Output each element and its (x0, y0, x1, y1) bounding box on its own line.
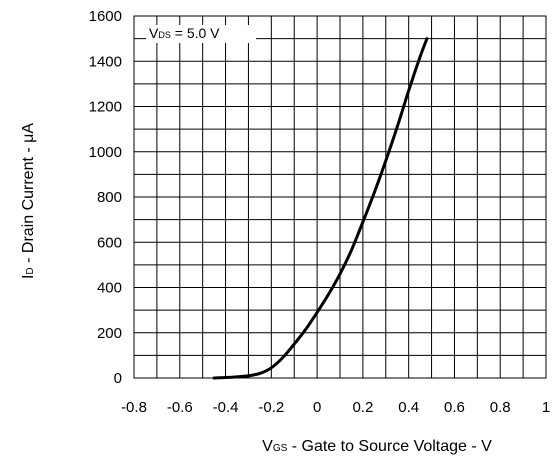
y-axis-label-sub: D (25, 267, 36, 274)
x-tick-label: 0.6 (444, 399, 465, 416)
x-axis-label-rest: - Gate to Source Voltage - V (287, 438, 492, 455)
x-tick-label: 0.8 (490, 399, 511, 416)
y-tick-label: 200 (97, 325, 122, 342)
x-tick-label: 0 (313, 399, 321, 416)
y-tick-label: 1400 (89, 53, 122, 70)
x-tick-label: -0.4 (213, 399, 239, 416)
y-tick-labels: 0 200 400 600 800 1000 1200 1400 1600 (89, 8, 122, 387)
y-axis-label: ID - Drain Current - μA (20, 123, 37, 279)
x-axis-label: VGS - Gate to Source Voltage - V (262, 438, 492, 455)
y-tick-label: 600 (97, 234, 122, 251)
y-tick-label: 1000 (89, 144, 122, 161)
x-tick-label: 0.2 (352, 399, 373, 416)
vds-annotation-text: VDS = 5.0 V (149, 25, 220, 41)
x-tick-label: 0.4 (398, 399, 419, 416)
vds-annotation-sub: DS (158, 30, 171, 40)
x-tick-label: 1 (542, 399, 550, 416)
grid (134, 16, 546, 378)
x-axis-label-sub: GS (273, 443, 288, 454)
y-axis-label-main: I (20, 275, 37, 279)
y-tick-label: 400 (97, 280, 122, 297)
vds-annotation-main: V (149, 25, 159, 41)
y-tick-label: 800 (97, 189, 122, 206)
vds-annotation: VDS = 5.0 V (146, 25, 256, 43)
plot-frame (133, 15, 547, 379)
drain-current-curve (212, 37, 429, 380)
x-tick-label: -0.8 (121, 399, 147, 416)
x-tick-labels: -0.8 -0.6 -0.4 -0.2 0 0.2 0.4 0.6 0.8 1 (121, 399, 550, 416)
y-tick-label: 1600 (89, 8, 122, 25)
x-tick-label: -0.6 (167, 399, 193, 416)
vds-annotation-rest: = 5.0 V (171, 25, 220, 41)
y-tick-label: 1200 (89, 99, 122, 116)
y-tick-label: 0 (114, 370, 122, 387)
y-axis-label-rest: - Drain Current - μA (20, 123, 37, 268)
x-tick-label: -0.2 (258, 399, 284, 416)
x-axis-label-main: V (262, 438, 273, 455)
